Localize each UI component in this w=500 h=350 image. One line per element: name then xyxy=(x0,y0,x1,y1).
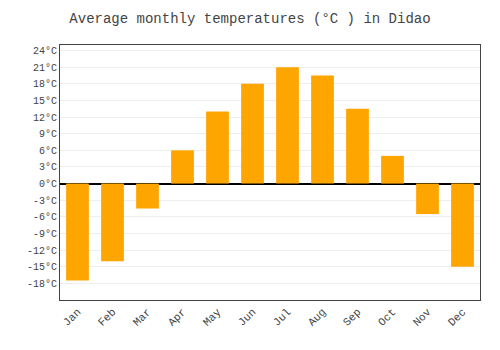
svg-text:-6°C: -6°C xyxy=(33,212,57,223)
svg-text:24°C: 24°C xyxy=(33,46,57,57)
svg-text:15°C: 15°C xyxy=(33,96,57,107)
svg-text:Dec: Dec xyxy=(446,306,468,328)
svg-text:Mar: Mar xyxy=(131,306,153,328)
svg-text:Apr: Apr xyxy=(166,306,188,328)
svg-text:Aug: Aug xyxy=(306,306,328,328)
svg-text:Sep: Sep xyxy=(341,306,363,328)
svg-text:-15°C: -15°C xyxy=(27,262,57,273)
svg-text:3°C: 3°C xyxy=(39,162,57,173)
svg-text:-12°C: -12°C xyxy=(27,246,57,257)
svg-text:6°C: 6°C xyxy=(39,146,57,157)
svg-text:Jul: Jul xyxy=(271,306,293,328)
svg-text:-9°C: -9°C xyxy=(33,229,57,240)
svg-text:-3°C: -3°C xyxy=(33,196,57,207)
svg-text:Jan: Jan xyxy=(61,306,83,328)
svg-text:21°C: 21°C xyxy=(33,63,57,74)
svg-text:12°C: 12°C xyxy=(33,113,57,124)
svg-text:Oct: Oct xyxy=(376,306,398,328)
svg-text:May: May xyxy=(201,306,224,329)
svg-text:Jun: Jun xyxy=(236,306,258,328)
svg-text:18°C: 18°C xyxy=(33,79,57,90)
svg-text:Average monthly temperatures (: Average monthly temperatures (°C ) in Di… xyxy=(69,11,430,27)
svg-text:Feb: Feb xyxy=(96,306,118,328)
svg-text:Nov: Nov xyxy=(411,306,434,329)
svg-text:-18°C: -18°C xyxy=(27,279,57,290)
svg-text:9°C: 9°C xyxy=(39,129,57,140)
svg-text:0°C: 0°C xyxy=(39,179,57,190)
